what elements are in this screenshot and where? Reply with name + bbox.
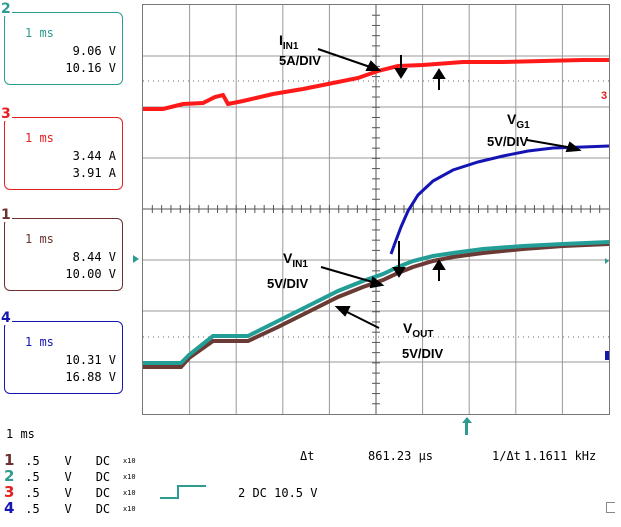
channel-2-readout: 2 1 ms 9.06 V 10.16 V xyxy=(0,2,123,85)
settings-channel-1-coupling: DC xyxy=(95,454,111,468)
channel-1-value-1: 8.44 V xyxy=(72,250,116,264)
channel-2-level-marker xyxy=(605,258,609,264)
settings-channel-3-probe: x10 xyxy=(122,489,136,497)
oscilloscope-display: IIN1 5A/DIV VG1 5V/DIV VIN1 5V/DIV VOUT … xyxy=(142,4,610,415)
settings-channel-3-unit: V xyxy=(64,486,72,500)
settings-channel-3-volts: .5 xyxy=(25,486,40,500)
vg1-label: VG1 xyxy=(507,111,530,131)
settings-channel-4-unit: V xyxy=(64,502,72,516)
channel-3-timebase: 1 ms xyxy=(25,131,54,145)
channel-4-number: 4 xyxy=(0,310,12,326)
scroll-indicator-icon xyxy=(606,502,615,513)
settings-channel-2-coupling: DC xyxy=(95,470,111,484)
channel-4-level-marker xyxy=(605,351,609,360)
channel-1-value-2: 10.00 V xyxy=(65,267,116,281)
waveform-plot: IIN1 5A/DIV VG1 5V/DIV VIN1 5V/DIV VOUT … xyxy=(143,5,610,414)
settings-channel-4-probe: x10 xyxy=(122,505,136,513)
waveform-iin1 xyxy=(143,58,609,111)
settings-channel-1-number: 1 xyxy=(4,451,15,469)
channel-1-readout: 1 1 ms 8.44 V 10.00 V xyxy=(0,208,123,291)
channel-2-number: 2 xyxy=(0,1,12,17)
channel-1-timebase: 1 ms xyxy=(25,232,54,246)
settings-channel-2-unit: V xyxy=(64,470,72,484)
vout-label: VOUT xyxy=(403,320,433,340)
settings-channel-4-number: 4 xyxy=(4,499,15,517)
channel-3-readout: 3 1 ms 3.44 A 3.91 A xyxy=(0,107,123,190)
inverse-delta-t-label: 1/Δt xyxy=(492,449,521,463)
vout-scale: 5V/DIV xyxy=(402,346,444,361)
settings-channel-1-unit: V xyxy=(64,454,72,468)
vin1-label: VIN1 xyxy=(283,250,308,270)
vg1-scale: 5V/DIV xyxy=(487,134,529,149)
settings-channel-4-coupling: DC xyxy=(95,502,111,516)
inverse-delta-t-value: 1.1611 kHz xyxy=(524,449,597,463)
channel-2-value-1: 9.06 V xyxy=(72,44,116,58)
settings-channel-2-probe: x10 xyxy=(122,473,136,481)
trigger-setting: 2 DC 10.5 V xyxy=(238,486,318,500)
channel-4-timebase: 1 ms xyxy=(25,335,54,349)
settings-channel-2-number: 2 xyxy=(4,467,15,485)
iin1-label: IIN1 xyxy=(279,32,299,52)
waveform-vg1 xyxy=(389,144,610,255)
vin1-scale: 5V/DIV xyxy=(267,276,309,291)
channel-3-value-2: 3.91 A xyxy=(72,166,116,180)
axis-ticks xyxy=(151,14,601,405)
channel-3-offset-marker: 3 xyxy=(601,90,607,102)
channel-1-level-marker xyxy=(133,255,139,263)
settings-channel-3-number: 3 xyxy=(4,483,15,501)
channel-2-timebase: 1 ms xyxy=(25,26,54,40)
annotation-arrows xyxy=(317,48,582,329)
channel-2-settings: 2 .5 V DC x10 xyxy=(4,467,136,485)
channel-3-value-1: 3.44 A xyxy=(72,149,116,163)
settings-channel-2-volts: .5 xyxy=(25,470,40,484)
channel-2-value-2: 10.16 V xyxy=(65,61,116,75)
settings-channel-1-volts: .5 xyxy=(25,454,40,468)
delta-t-value: 861.23 µs xyxy=(368,449,434,463)
timebase-readout: 1 ms xyxy=(6,427,35,441)
settings-channel-3-coupling: DC xyxy=(95,486,111,500)
trigger-position-marker xyxy=(462,417,472,435)
channel-4-settings: 4 .5 V DC x10 xyxy=(4,499,136,517)
rising-edge-trigger-icon xyxy=(160,485,206,499)
settings-channel-1-probe: x10 xyxy=(122,457,136,465)
delta-t-label: Δt xyxy=(300,449,315,463)
channel-3-settings: 3 .5 V DC x10 xyxy=(4,483,136,501)
channel-1-number: 1 xyxy=(0,207,12,223)
channel-1-settings: 1 .5 V DC x10 xyxy=(4,451,136,469)
settings-channel-4-volts: .5 xyxy=(25,502,40,516)
channel-3-number: 3 xyxy=(0,106,12,122)
channel-4-value-2: 16.88 V xyxy=(65,370,116,384)
annotation-labels: IIN1 5A/DIV VG1 5V/DIV VIN1 5V/DIV VOUT … xyxy=(267,32,530,361)
channel-4-value-1: 10.31 V xyxy=(65,353,116,367)
iin1-scale: 5A/DIV xyxy=(279,53,321,68)
channel-4-readout: 4 1 ms 10.31 V 16.88 V xyxy=(0,311,123,394)
